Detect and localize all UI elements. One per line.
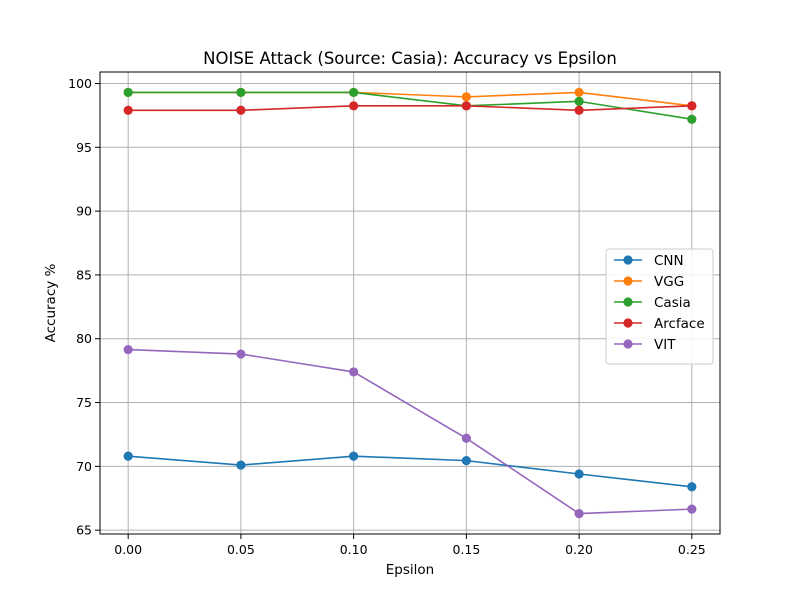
data-point-casia [123,87,133,98]
data-point-vit [461,433,471,443]
legend: CNN VGG Casia Arcface VIT [605,248,714,365]
data-point-arcface [574,105,584,115]
x-tick-label: 0.25 [678,542,706,557]
data-point-arcface [349,101,359,111]
y-axis-title: Accuracy % [43,263,59,342]
series-line-cnn [128,455,692,488]
data-point-arcface [236,105,246,115]
x-tick-label: 0.15 [452,542,480,557]
legend-marker-vit [623,339,633,349]
data-point-casia [236,87,246,98]
legend-marker-casia [623,297,633,307]
data-point-casia [687,114,697,124]
series-vit [123,344,697,519]
data-point-arcface [123,105,133,115]
y-tick-label: 70 [76,459,92,474]
y-tick-label: 85 [76,267,92,282]
series-layer [123,87,697,519]
legend-label-vgg: VGG [654,274,684,290]
legend-marker-vgg [623,276,633,286]
y-tick-label: 75 [76,395,92,410]
data-point-arcface [461,101,471,111]
series-arcface [123,101,697,115]
legend-box [605,248,714,365]
legend-marker-arcface [623,318,633,328]
data-point-cnn [574,469,584,479]
chart-title: NOISE Attack (Source: Casia): Accuracy v… [203,49,617,68]
x-tick-label: 0.20 [565,542,593,557]
data-point-vgg [574,87,584,98]
data-point-vit [687,504,697,514]
data-point-vit [123,344,133,355]
legend-label-vit: VIT [654,337,676,353]
y-tick-label: 80 [76,331,92,346]
x-tick-label: 0.00 [114,542,142,557]
series-cnn [123,451,697,492]
x-axis-title: Epsilon [386,562,434,578]
data-point-cnn [687,482,697,492]
series-line-vit [128,348,692,515]
y-tick-label: 90 [76,204,92,219]
series-line-casia [128,91,692,121]
legend-label-casia: Casia [654,295,691,311]
data-point-arcface [687,101,697,111]
data-point-vit [574,508,584,519]
data-point-cnn [349,451,359,461]
y-tick-label: 95 [76,140,92,155]
ticks: 0.00 0.05 0.10 0.15 0.20 0.25 65 70 75 80 85 90 95 10… [68,76,706,557]
legend-marker-cnn [623,255,633,265]
data-point-casia [574,96,584,106]
legend-label-cnn: CNN [654,253,684,269]
data-point-cnn [461,456,471,466]
legend-label-arcface: Arcface [654,316,705,332]
x-tick-label: 0.05 [227,542,255,557]
data-point-cnn [123,451,133,461]
data-point-vit [349,367,359,377]
data-point-vit [236,349,246,359]
y-tick-label: 100 [68,76,92,91]
data-point-cnn [236,460,246,470]
data-point-vgg [461,92,471,102]
series-line-arcface [128,105,692,112]
data-point-casia [349,87,359,98]
y-tick-label: 65 [76,523,92,538]
x-tick-label: 0.10 [340,542,368,557]
plot-frame [99,71,721,535]
